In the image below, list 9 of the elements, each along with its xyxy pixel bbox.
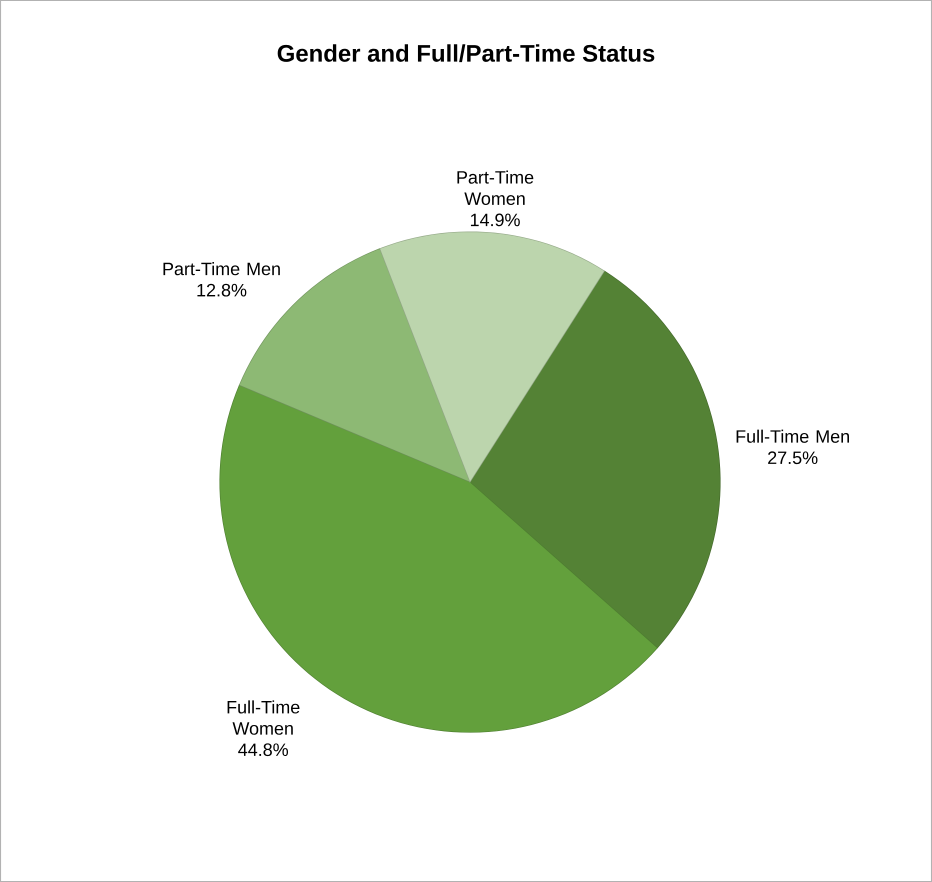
data-label: 44.8% xyxy=(238,743,288,756)
chart-title: Gender and Full/Part-Time Status xyxy=(278,44,654,62)
slice-label: Part-Time Men xyxy=(163,262,280,276)
data-label: 14.9% xyxy=(470,214,520,226)
slice-label: Part-Time Women xyxy=(457,170,534,205)
data-label: 27.5% xyxy=(768,451,818,464)
slice-label: Full-Time Men xyxy=(736,430,849,443)
data-label: 12.8% xyxy=(197,284,246,296)
slice-label: Full-Time Women xyxy=(228,700,300,735)
